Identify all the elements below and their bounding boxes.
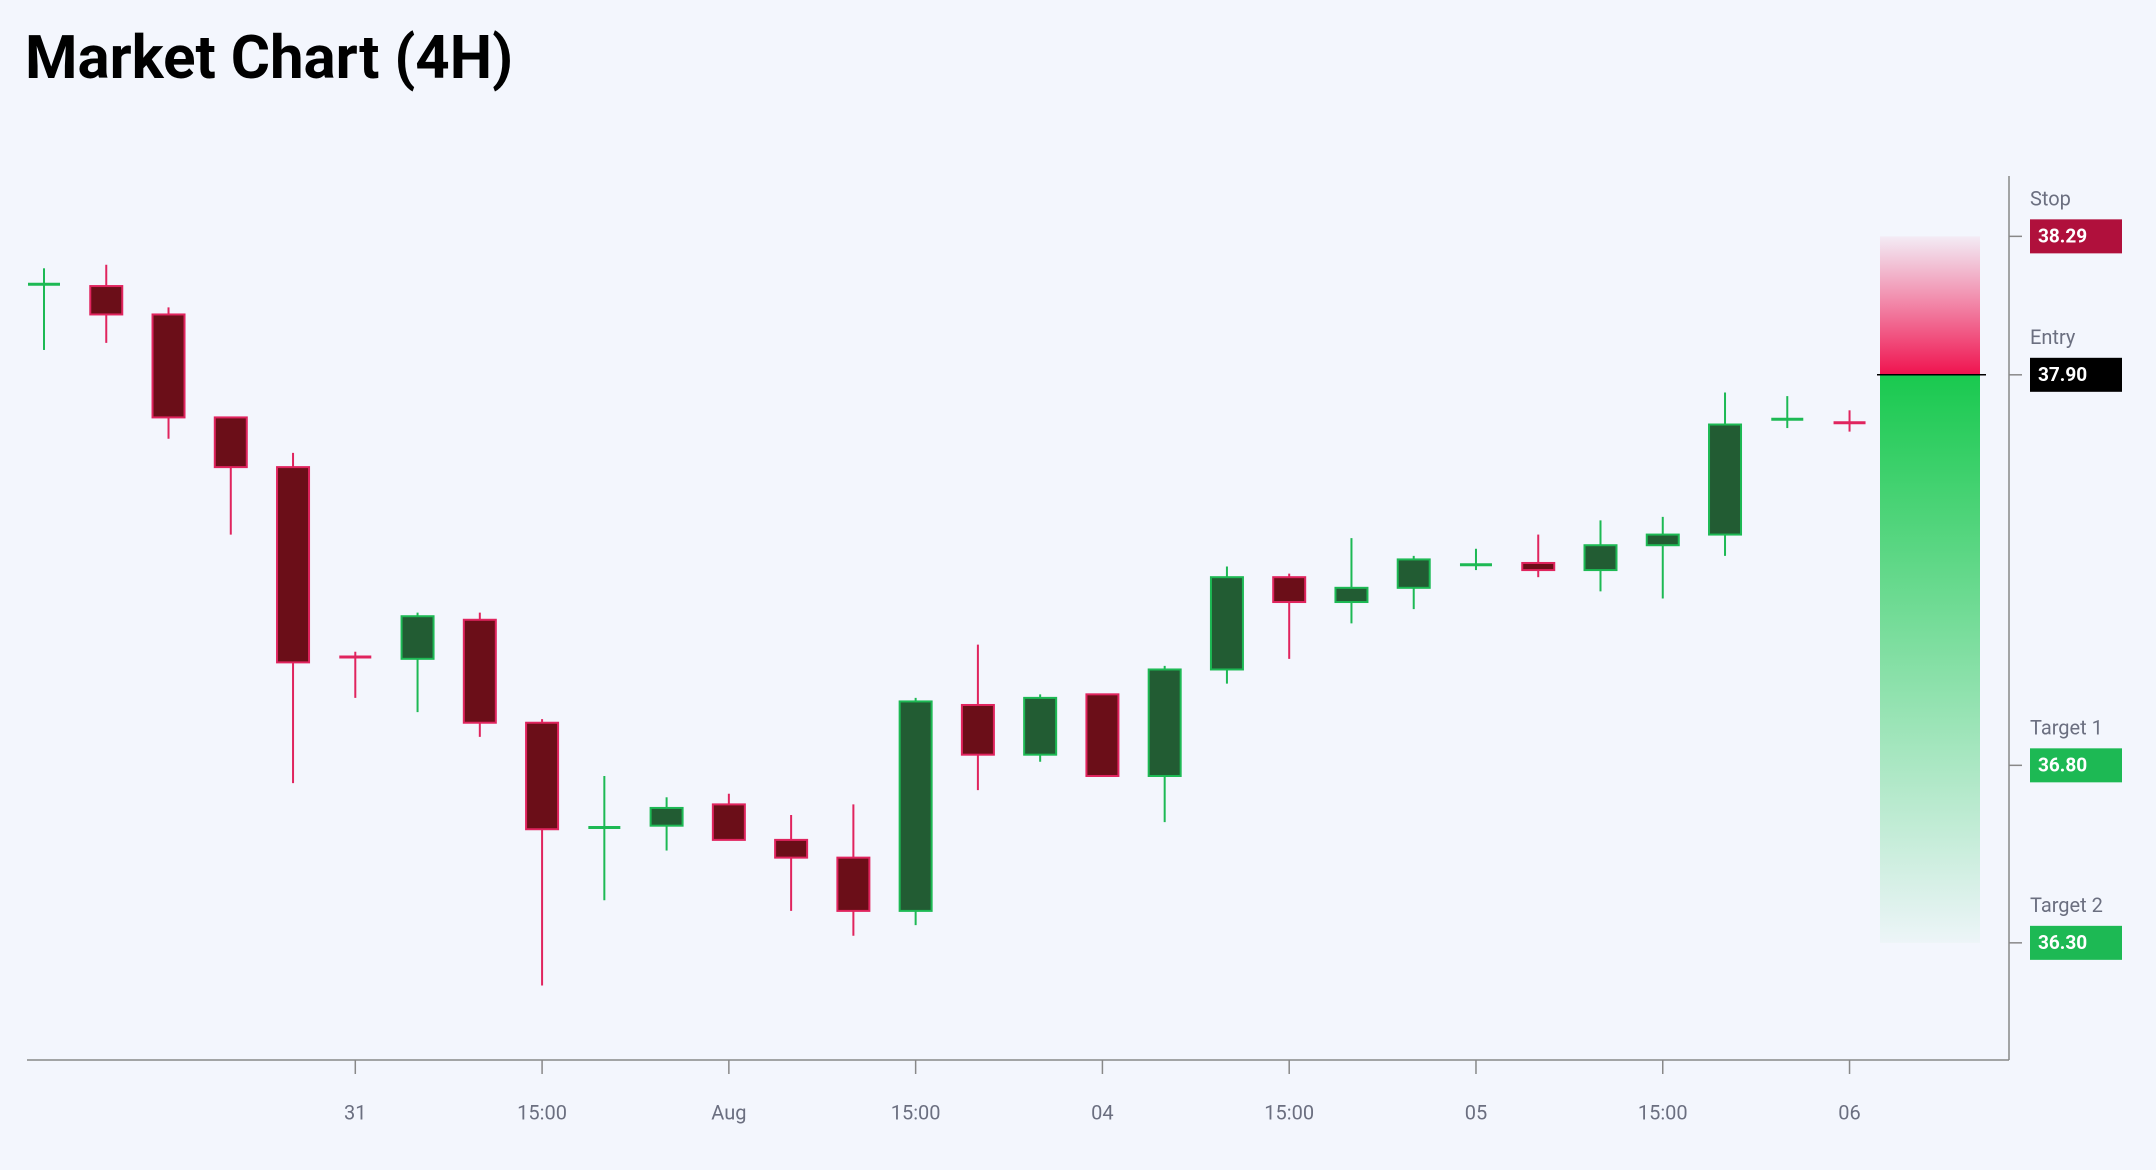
level-box (2030, 748, 2122, 783)
level-name: Entry (2030, 325, 2076, 349)
candle-body (711, 803, 746, 841)
x-tick-label: 05 (1465, 1100, 1487, 1124)
candle-body (400, 615, 435, 660)
candle-body (1334, 586, 1369, 604)
candle-body (1708, 423, 1743, 536)
candle-body (1147, 668, 1182, 777)
x-tick-label: 15:00 (517, 1100, 567, 1124)
candle-body (1645, 533, 1680, 547)
candle-body (462, 618, 497, 724)
candle-body (836, 856, 871, 912)
level-value: 38.29 (2038, 224, 2087, 247)
candle-body (1272, 576, 1307, 604)
x-tick-label: 15:00 (1264, 1100, 1314, 1124)
candle-body (1583, 544, 1618, 572)
candle-body (89, 285, 124, 316)
level-name: Target 1 (2030, 716, 2103, 740)
x-tick-label: Aug (711, 1100, 746, 1124)
candle-body (151, 313, 186, 419)
x-tick-label: 15:00 (891, 1100, 941, 1124)
candle-body (1023, 696, 1058, 756)
candle-body (898, 700, 933, 912)
candle-body (649, 806, 684, 827)
level-box (2030, 219, 2122, 254)
stop-zone (1880, 236, 1980, 375)
x-tick-label: 06 (1838, 1100, 1860, 1124)
candle-body (960, 703, 995, 756)
chart-title: Market Chart (4H) (25, 22, 513, 93)
level-box (2030, 357, 2122, 392)
candle-body (1209, 576, 1244, 671)
level-value: 36.30 (2038, 931, 2087, 954)
level-name: Target 2 (2030, 893, 2103, 917)
candle-body (1085, 693, 1120, 777)
candle-body (1521, 561, 1556, 572)
level-name: Stop (2030, 187, 2071, 211)
candle-body (276, 466, 311, 664)
level-value: 36.80 (2038, 753, 2087, 776)
level-value: 37.90 (2038, 363, 2087, 386)
candle-body (525, 721, 560, 831)
candle-body (774, 838, 809, 859)
target-zone (1880, 374, 1980, 943)
candle-body (213, 416, 248, 469)
level-box (2030, 925, 2122, 960)
x-tick-label: 15:00 (1638, 1100, 1688, 1124)
x-tick-label: 31 (344, 1100, 366, 1124)
candle-body (1396, 558, 1431, 589)
x-tick-label: 04 (1091, 1100, 1113, 1124)
